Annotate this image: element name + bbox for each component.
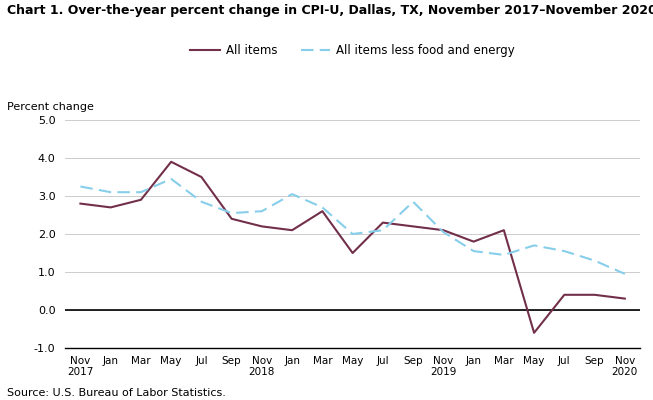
Text: Percent change: Percent change	[7, 102, 93, 112]
Legend: All items, All items less food and energy: All items, All items less food and energ…	[185, 39, 520, 62]
Text: Source: U.S. Bureau of Labor Statistics.: Source: U.S. Bureau of Labor Statistics.	[7, 388, 225, 398]
Text: Chart 1. Over-the-year percent change in CPI-U, Dallas, TX, November 2017–Novemb: Chart 1. Over-the-year percent change in…	[7, 4, 653, 17]
